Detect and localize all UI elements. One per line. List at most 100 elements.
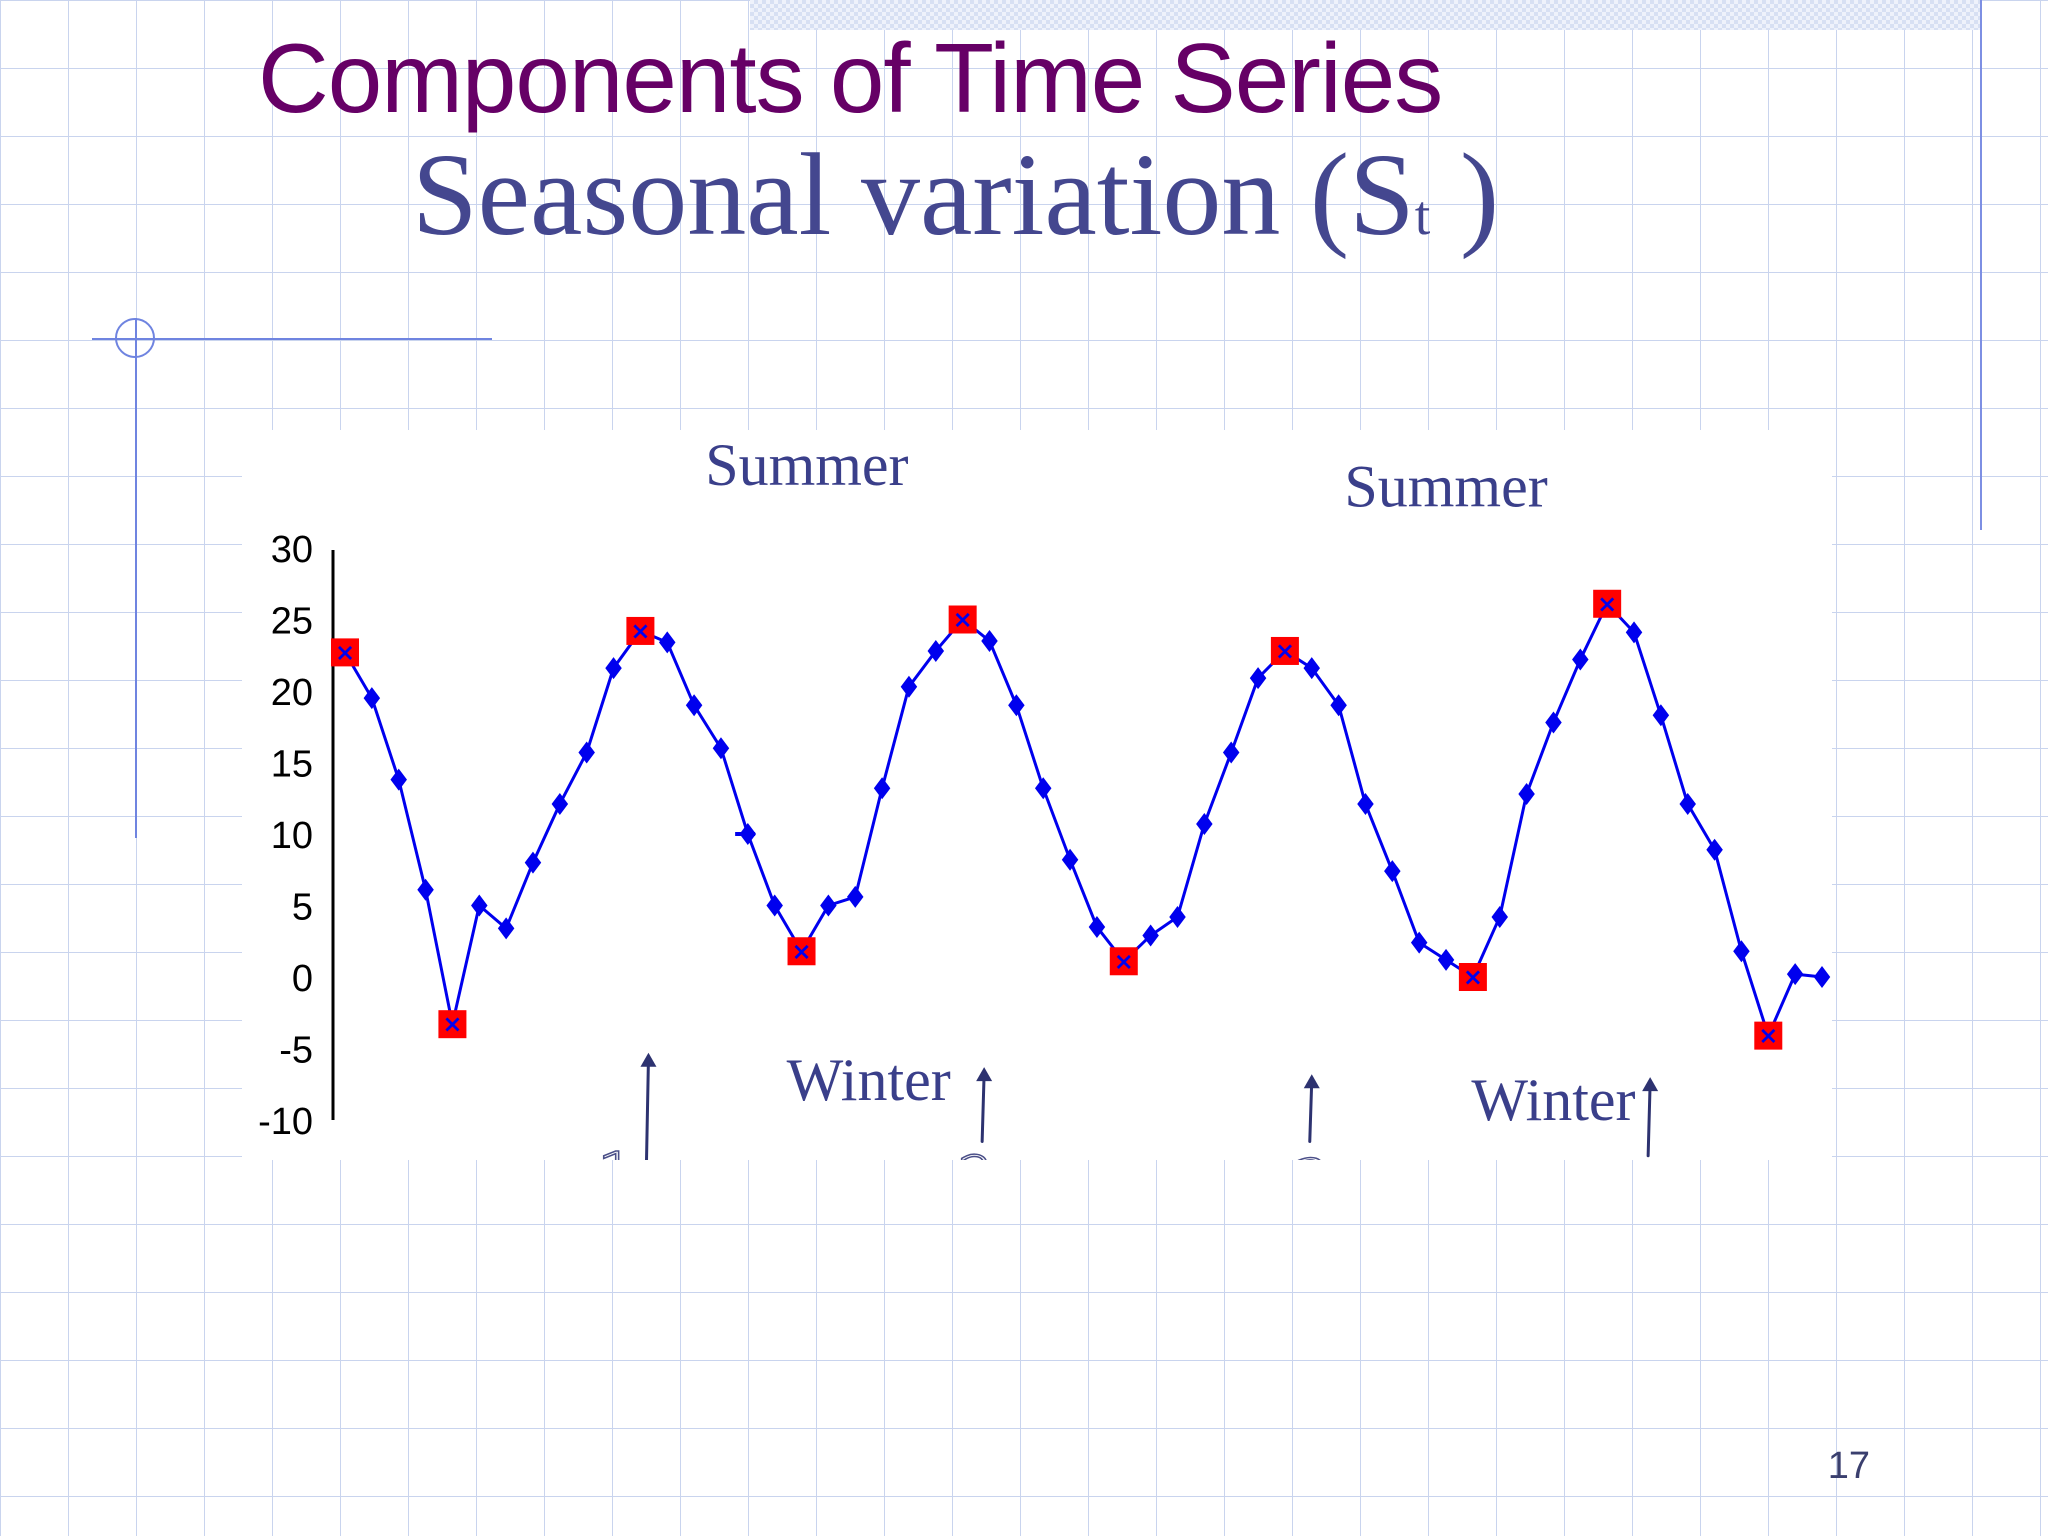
data-point-marker bbox=[1410, 931, 1428, 954]
data-point-marker bbox=[1384, 860, 1401, 883]
chart-area: 30 25 20 15 10 5 0 -5 -10 × × × × × × × × × × Summer Summer W… bbox=[242, 430, 1832, 1160]
seasonal-line-chart: 30 25 20 15 10 5 0 -5 -10 × × × × × × × × × × Summer Summer W… bbox=[258, 432, 1831, 1160]
data-point-marker bbox=[659, 631, 676, 654]
data-point-marker bbox=[927, 639, 945, 662]
pointer-arrow-head bbox=[1642, 1077, 1659, 1092]
pointer-arrow-shaft bbox=[645, 1057, 650, 1160]
decorative-circle bbox=[115, 318, 155, 358]
data-point-marker bbox=[1357, 792, 1374, 815]
data-point-marker bbox=[363, 687, 381, 710]
highlighted-point-x: × bbox=[335, 638, 355, 666]
y-tick-label: 5 bbox=[292, 887, 313, 929]
handwritten-number: 2 bbox=[957, 1144, 995, 1160]
highlighted-point-box bbox=[787, 937, 816, 966]
header-pattern-band bbox=[750, 0, 1980, 30]
pointer-arrow-head bbox=[640, 1052, 657, 1067]
data-point-marker bbox=[497, 917, 515, 940]
y-tick-label: 20 bbox=[271, 672, 313, 714]
highlighted-point-box bbox=[438, 1010, 467, 1039]
highlighted-point-box bbox=[1109, 947, 1138, 976]
handwritten-number: 4 bbox=[1615, 1157, 1653, 1160]
data-point-marker bbox=[1625, 621, 1643, 644]
season-annotation: Winter bbox=[787, 1047, 951, 1113]
data-point-marker bbox=[1196, 812, 1213, 835]
data-point-marker bbox=[1249, 667, 1267, 690]
data-point-marker bbox=[846, 885, 864, 908]
data-point-marker bbox=[981, 629, 998, 652]
data-point-marker bbox=[1034, 777, 1052, 800]
data-point-marker bbox=[390, 768, 407, 791]
y-tick-label: 25 bbox=[271, 601, 313, 643]
data-point-marker bbox=[471, 894, 488, 917]
season-annotation: Summer bbox=[705, 432, 908, 498]
highlighted-point-box bbox=[626, 616, 655, 645]
y-tick-label: 10 bbox=[271, 815, 313, 857]
subtitle-closing: ) bbox=[1430, 129, 1500, 260]
highlighted-point-x: × bbox=[953, 606, 973, 634]
data-point-marker bbox=[1545, 711, 1562, 734]
highlighted-point-box bbox=[1754, 1021, 1783, 1050]
highlighted-point-x: × bbox=[1463, 963, 1483, 991]
y-tick-label: 15 bbox=[271, 744, 313, 786]
data-point-marker bbox=[1733, 940, 1750, 963]
data-point-marker bbox=[1518, 782, 1535, 805]
data-point-marker bbox=[524, 851, 542, 874]
data-point-marker bbox=[1813, 966, 1831, 988]
highlighted-point-x: × bbox=[791, 937, 811, 965]
data-point-marker bbox=[766, 894, 783, 917]
slide-subtitle: Seasonal variation (St ) bbox=[412, 130, 1499, 260]
slide-title: Components of Time Series bbox=[258, 23, 1443, 133]
data-point-marker bbox=[1008, 694, 1025, 717]
data-point-marker bbox=[605, 657, 622, 680]
data-point-marker bbox=[1061, 848, 1079, 871]
decorative-horizontal-line bbox=[92, 338, 492, 340]
data-point-marker bbox=[900, 675, 918, 698]
highlighted-point-x: × bbox=[630, 617, 650, 645]
highlighted-point-box bbox=[331, 638, 359, 667]
pointer-arrow-shaft bbox=[1308, 1078, 1314, 1143]
pointer-arrow-head bbox=[1303, 1074, 1320, 1089]
highlighted-point-x: × bbox=[1597, 590, 1617, 618]
right-decorative-line bbox=[1980, 0, 1982, 530]
series-line bbox=[343, 601, 1823, 1040]
highlighted-point-x: × bbox=[1114, 947, 1134, 975]
y-tick-label: 0 bbox=[292, 958, 313, 1000]
subtitle-main-text: Seasonal variation (S bbox=[412, 129, 1415, 260]
y-tick-label: -5 bbox=[279, 1030, 313, 1072]
y-tick-label: -10 bbox=[258, 1101, 313, 1143]
highlighted-point-box bbox=[1593, 589, 1622, 618]
data-point-marker bbox=[1706, 838, 1723, 861]
data-point-marker bbox=[1169, 905, 1186, 928]
data-point-marker bbox=[1303, 657, 1321, 680]
highlighted-point-box bbox=[948, 605, 977, 634]
page-number: 17 bbox=[1827, 1445, 1870, 1487]
data-point-marker bbox=[551, 792, 569, 815]
highlighted-point-box bbox=[1270, 636, 1299, 665]
data-point-marker bbox=[1088, 915, 1106, 938]
highlighted-point-box bbox=[1458, 963, 1487, 991]
data-point-marker bbox=[1679, 792, 1696, 815]
data-point-marker bbox=[1786, 963, 1804, 986]
data-point-marker bbox=[820, 894, 837, 917]
data-point-marker bbox=[685, 694, 703, 717]
data-point-marker bbox=[578, 741, 595, 764]
season-annotation: Summer bbox=[1344, 454, 1547, 520]
data-point-marker bbox=[712, 737, 730, 760]
data-point-marker bbox=[1330, 694, 1347, 717]
data-point-marker bbox=[1142, 924, 1159, 947]
data-point-marker bbox=[1437, 948, 1455, 971]
decorative-vertical-line bbox=[135, 318, 137, 838]
y-tick-label: 30 bbox=[271, 529, 313, 571]
data-point-marker bbox=[1222, 741, 1240, 764]
highlighted-point-x: × bbox=[1275, 637, 1295, 665]
data-point-marker bbox=[1572, 648, 1589, 671]
handwritten-number: 3 bbox=[1293, 1147, 1331, 1160]
season-annotation: Winter bbox=[1471, 1067, 1635, 1133]
highlighted-point-x: × bbox=[442, 1010, 462, 1038]
data-point-marker bbox=[1652, 704, 1670, 727]
pointer-arrow-shaft bbox=[980, 1071, 986, 1143]
highlighted-point-x: × bbox=[1758, 1022, 1778, 1050]
data-point-marker bbox=[1491, 905, 1508, 928]
pointer-arrow-head bbox=[976, 1067, 993, 1082]
data-point-marker bbox=[417, 878, 434, 901]
